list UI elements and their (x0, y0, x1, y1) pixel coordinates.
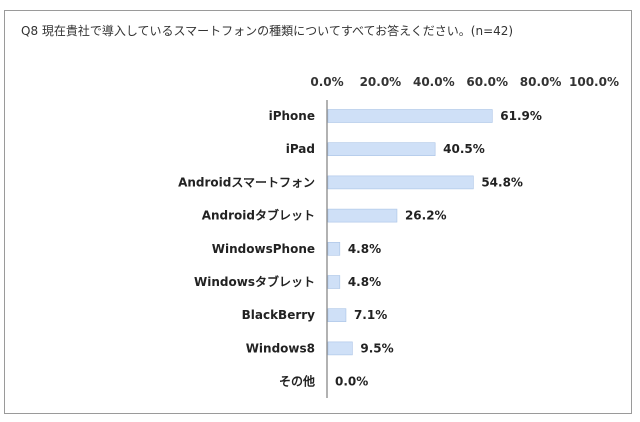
category-label: Windows8 (246, 341, 315, 355)
data-label: 4.8% (348, 275, 381, 289)
data-label: 54.8% (481, 175, 523, 189)
data-label: 7.1% (354, 308, 387, 322)
x-tick-label: 80.0% (520, 75, 562, 89)
bar (327, 242, 341, 256)
x-tick-label: 0.0% (310, 75, 343, 89)
x-tick-label: 100.0% (569, 75, 619, 89)
category-label: iPad (286, 142, 315, 156)
chart-title: Q8 現在貴社で導入しているスマートフォンの種類についてすべてお答えください。(… (21, 24, 514, 38)
data-label: 40.5% (443, 142, 485, 156)
bar (327, 208, 398, 223)
x-tick-label: 20.0% (360, 75, 402, 89)
category-label: Windowsタブレット (194, 274, 315, 289)
category-label: その他 (279, 374, 315, 389)
bar (327, 109, 493, 123)
bar (327, 142, 436, 156)
value-labels: 61.9% 40.5% 54.8% 26.2% 4.8% 4.8% 7.1% 9.5% 0.0% (335, 109, 542, 389)
category-label: BlackBerry (242, 308, 316, 322)
bar (327, 308, 347, 323)
bars-group (327, 109, 493, 356)
chart-frame (4, 10, 632, 414)
data-label: 4.8% (348, 242, 381, 256)
category-label: WindowsPhone (212, 242, 315, 256)
x-axis-ticks: 0.0% 20.0% 40.0% 60.0% 80.0% 100.0% (310, 75, 619, 89)
bar (327, 275, 341, 289)
bar (327, 341, 353, 356)
x-tick-label: 40.0% (413, 75, 455, 89)
category-label: Androidタブレット (202, 208, 315, 223)
data-label: 26.2% (405, 209, 447, 223)
data-label: 0.0% (335, 375, 368, 389)
x-tick-label: 60.0% (466, 75, 508, 89)
bar (327, 175, 474, 190)
category-labels: iPhone iPad Androidスマートフォン Androidタブレット Wind… (178, 109, 315, 389)
category-label: iPhone (269, 109, 315, 123)
data-label: 9.5% (360, 341, 393, 355)
category-label: Androidスマートフォン (178, 175, 315, 189)
data-label: 61.9% (500, 109, 542, 123)
